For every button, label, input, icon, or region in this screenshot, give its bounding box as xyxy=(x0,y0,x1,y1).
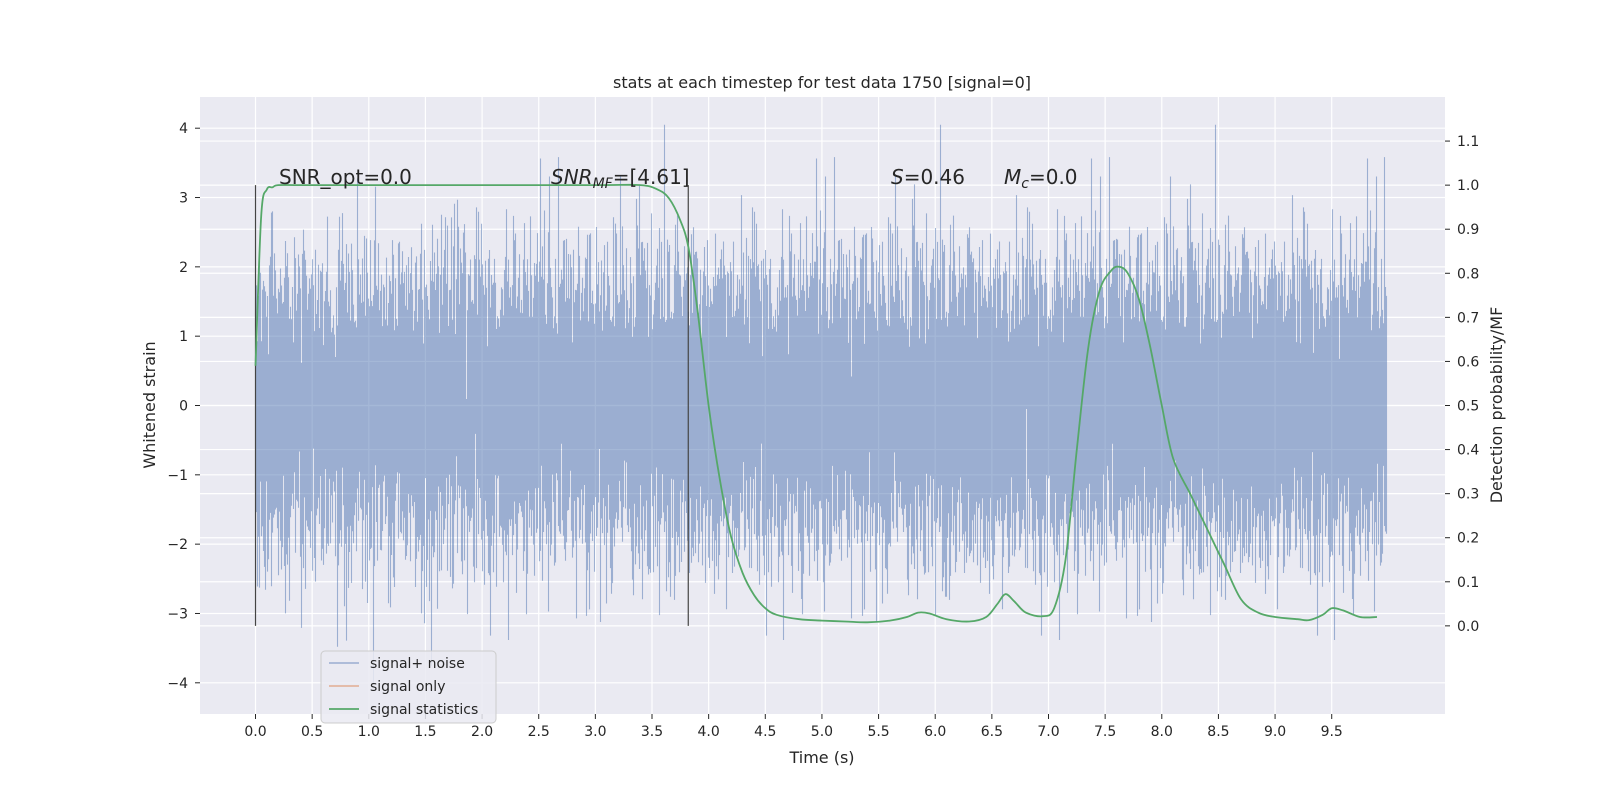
y-left-tick-label: 2 xyxy=(179,260,188,276)
x-tick-label: 0.5 xyxy=(301,724,323,740)
annotation-snr-mf-value: =[4.61] xyxy=(613,165,690,189)
y-left-axis-label: Whitened strain xyxy=(140,341,159,468)
x-axis-label: Time (s) xyxy=(788,748,854,767)
y-left-tick-label: 4 xyxy=(179,121,188,137)
y-right-tick-label: 0.1 xyxy=(1457,575,1479,591)
y-right-tick-label: 0.2 xyxy=(1457,531,1479,547)
vertical-markers xyxy=(254,185,689,626)
y-right-tick-label: 0.0 xyxy=(1457,619,1479,635)
annotation-mc-value: =0.0 xyxy=(1029,165,1078,189)
y-right-axis-label: Detection probability/MF xyxy=(1487,307,1506,504)
x-tick-label: 6.5 xyxy=(981,724,1003,740)
y-right-tick-label: 0.6 xyxy=(1457,354,1479,370)
y-right-tick-label: 0.7 xyxy=(1457,310,1479,326)
y-right-tick-label: 0.5 xyxy=(1457,399,1479,415)
y-left-tick-label: −3 xyxy=(167,606,188,622)
annotation-mc-main: M xyxy=(1004,165,1021,189)
chart-title: stats at each timestep for test data 175… xyxy=(613,73,1031,92)
x-tick-label: 5.5 xyxy=(867,724,889,740)
signal-statistics-series xyxy=(254,183,1378,624)
y-left-tick-label: −1 xyxy=(167,468,188,484)
annotation-snr-mf-main: SNR xyxy=(551,165,593,189)
y-right-axis-ticks: 1.1 1.0 0.9 0.8 0.7 0.6 0.5 0.4 0.3 0.2 0.1 0.0 xyxy=(1445,134,1479,635)
x-tick-label: 2.5 xyxy=(528,724,550,740)
x-tick-label: 1.0 xyxy=(358,724,380,740)
x-tick-label: 7.5 xyxy=(1094,724,1116,740)
y-left-tick-label: −2 xyxy=(167,537,188,553)
x-tick-label: 5.0 xyxy=(811,724,833,740)
x-tick-label: 0.0 xyxy=(244,724,266,740)
legend-label-signal-statistics: signal statistics xyxy=(370,702,478,718)
x-axis-ticks: 0.0 0.5 1.0 1.5 2.0 2.5 3.0 3.5 4.0 4.5 5.0 5.5 6.0 6… xyxy=(244,714,1343,740)
x-tick-label: 3.0 xyxy=(584,724,606,740)
y-left-tick-label: 0 xyxy=(179,399,188,415)
legend-label-signal-noise: signal+ noise xyxy=(370,656,465,672)
x-tick-label: 1.5 xyxy=(414,724,436,740)
y-right-tick-label: 1.0 xyxy=(1457,178,1479,194)
y-left-tick-label: −4 xyxy=(167,676,188,692)
x-tick-label: 8.5 xyxy=(1207,724,1229,740)
y-right-tick-label: 0.9 xyxy=(1457,222,1479,238)
y-right-tick-label: 0.8 xyxy=(1457,266,1479,282)
y-left-tick-label: 1 xyxy=(179,329,188,345)
x-tick-label: 9.5 xyxy=(1321,724,1343,740)
y-right-tick-label: 1.1 xyxy=(1457,134,1479,150)
y-left-axis-ticks: 4 3 2 1 0 −1 −2 −3 −4 xyxy=(167,121,200,692)
x-tick-label: 9.0 xyxy=(1264,724,1286,740)
y-right-tick-label: 0.3 xyxy=(1457,487,1479,503)
annotation-snr-mf: SNRMF=[4.61] xyxy=(551,165,690,192)
annotation-s-main: S xyxy=(891,165,904,189)
y-left-tick-label: 3 xyxy=(179,191,188,207)
annotation-mc-sub: c xyxy=(1021,176,1029,192)
x-tick-label: 3.5 xyxy=(641,724,663,740)
x-tick-label: 8.0 xyxy=(1151,724,1173,740)
signal-statistics-line xyxy=(254,183,1378,624)
x-tick-label: 7.0 xyxy=(1037,724,1059,740)
y-right-tick-label: 0.4 xyxy=(1457,443,1479,459)
annotation-snr-opt: SNR_opt=0.0 xyxy=(279,165,412,189)
annotation-mc: Mc=0.0 xyxy=(1004,165,1078,192)
x-tick-label: 2.0 xyxy=(471,724,493,740)
legend: signal+ noise signal only signal statist… xyxy=(320,650,497,724)
x-tick-label: 4.5 xyxy=(754,724,776,740)
legend-box xyxy=(320,650,497,724)
annotation-s: S=0.46 xyxy=(891,165,965,189)
x-tick-label: 6.0 xyxy=(924,724,946,740)
annotation-snr-mf-sub: MF xyxy=(593,176,614,192)
annotation-s-value: =0.46 xyxy=(904,165,965,189)
legend-label-signal-only: signal only xyxy=(370,679,445,695)
x-tick-label: 4.0 xyxy=(698,724,720,740)
